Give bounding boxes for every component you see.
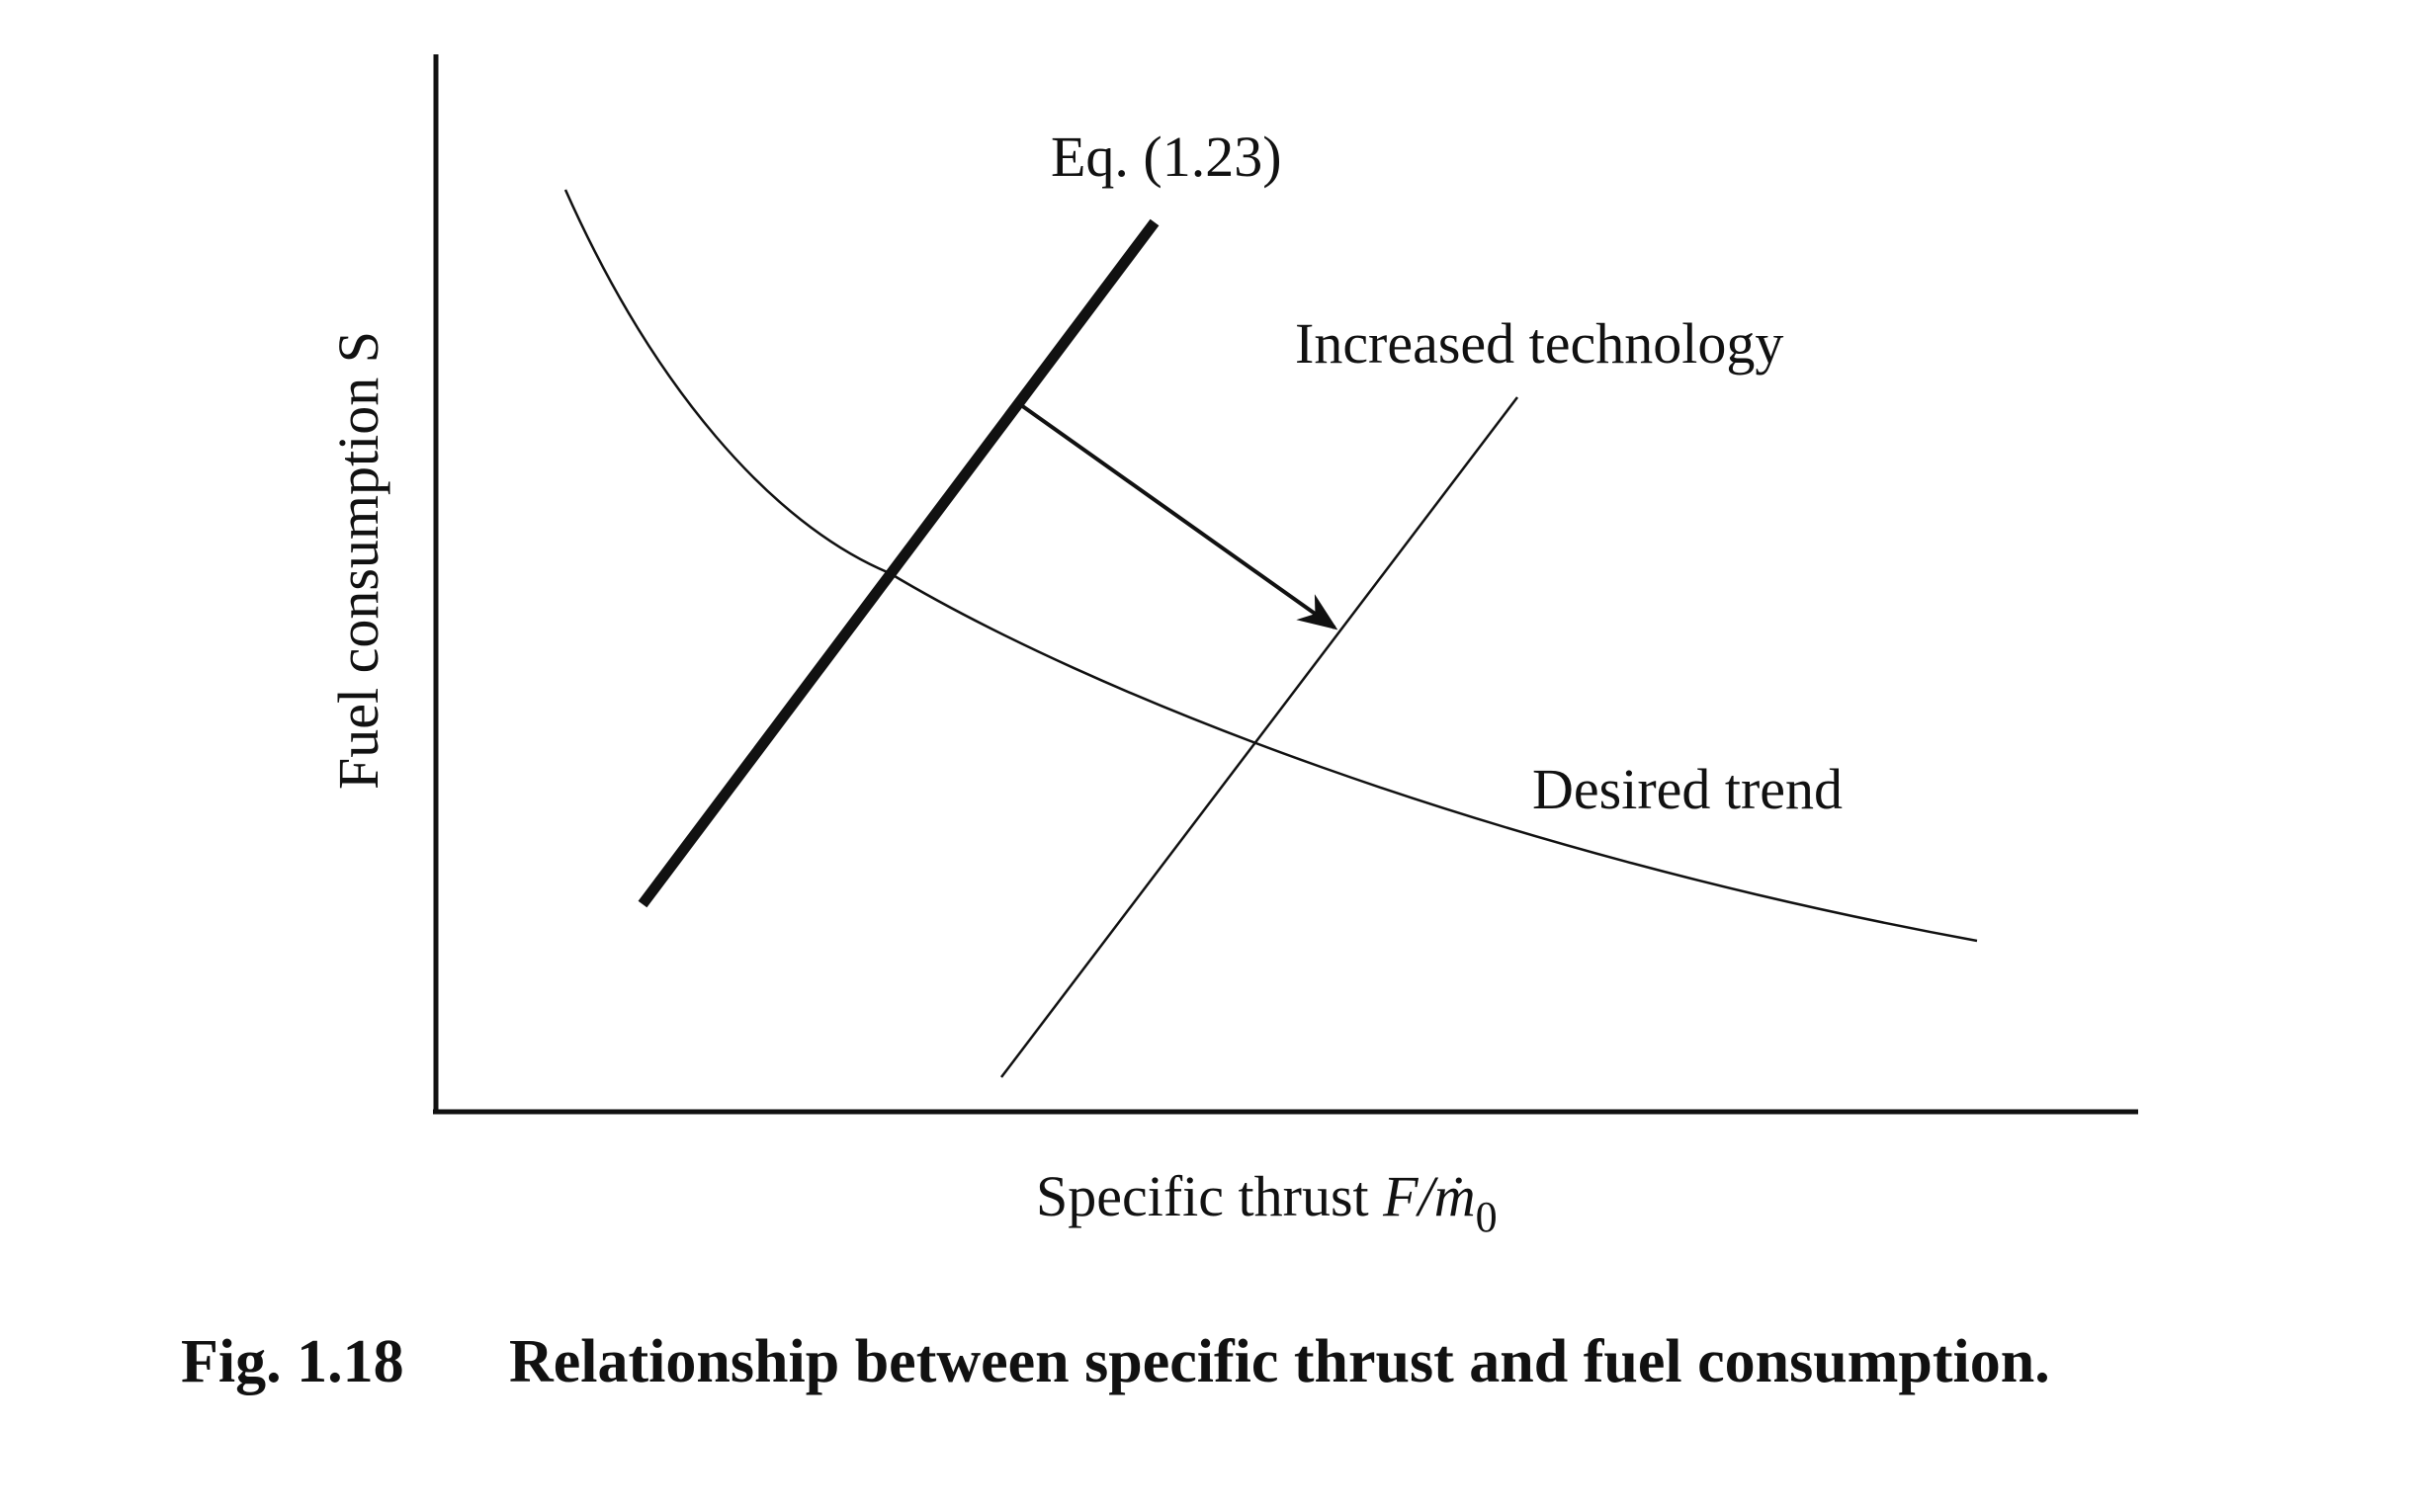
equation-line-label: Eq. (1.23) (1051, 125, 1282, 189)
technology-shift-arrow (1019, 403, 1338, 630)
equation-line (638, 218, 1160, 908)
x-axis-label-text: Specific thrust (1036, 1164, 1383, 1228)
x-axis-symbol-m: ṁ (1434, 1164, 1476, 1228)
figure-caption-number: Fig. 1.18 (181, 1328, 404, 1395)
technology-line-label: Increased technology (1295, 311, 1783, 376)
x-axis-label: Specific thrust F/ṁ0 (1036, 1164, 1498, 1241)
desired-trend-curve (563, 189, 1978, 943)
desired-trend-label: Desired trend (1532, 757, 1843, 821)
x-axis-subscript: 0 (1476, 1193, 1498, 1241)
y-axis-label: Fuel consumption S (326, 331, 390, 790)
x-axis-symbol-f: F (1382, 1164, 1419, 1228)
increased-technology-line (1000, 396, 1518, 1078)
figure-caption-text: Relationship between specific thrust and… (509, 1328, 2050, 1395)
